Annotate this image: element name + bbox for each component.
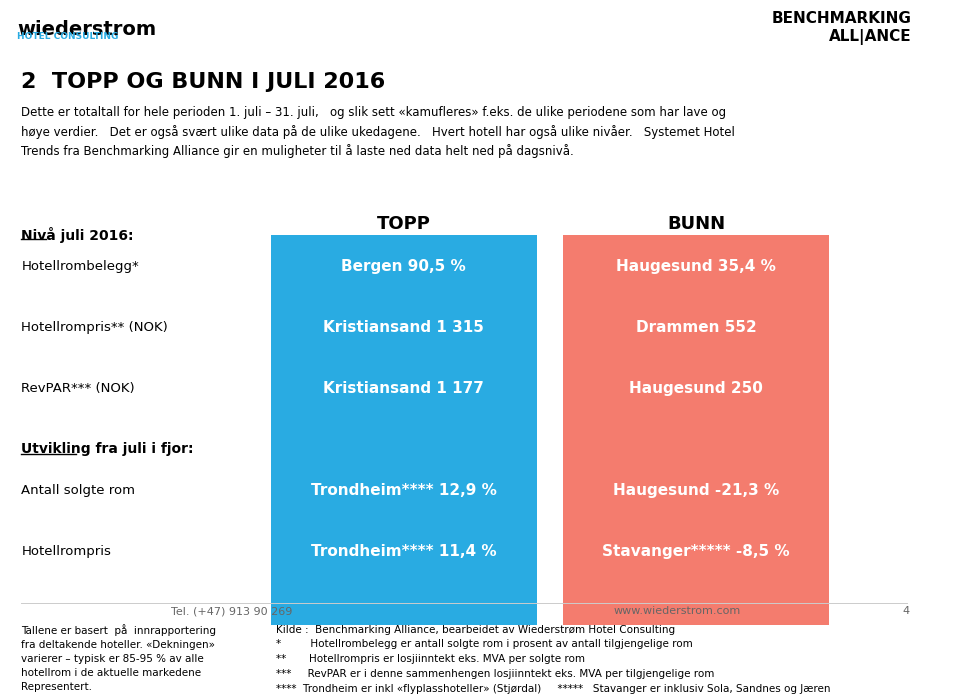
Text: Utvikling fra juli i fjor:: Utvikling fra juli i fjor: <box>21 442 194 456</box>
Text: Haugesund 250: Haugesund 250 <box>629 382 763 396</box>
Text: BENCHMARKING
ALL|ANCE: BENCHMARKING ALL|ANCE <box>771 11 911 45</box>
Text: Tallene er basert  på  innrapportering
fra deltakende hoteller. «Dekningen»
vari: Tallene er basert på innrapportering fra… <box>21 625 216 693</box>
FancyBboxPatch shape <box>271 235 537 625</box>
Text: Trondheim**** 12,9 %: Trondheim**** 12,9 % <box>311 482 496 498</box>
Text: www.wiederstrom.com: www.wiederstrom.com <box>613 607 741 616</box>
Text: Tel. (+47) 913 90 269: Tel. (+47) 913 90 269 <box>172 607 293 616</box>
Text: Kristiansand 1 177: Kristiansand 1 177 <box>324 382 484 396</box>
Text: Drammen 552: Drammen 552 <box>636 320 756 335</box>
Text: RevPAR*** (NOK): RevPAR*** (NOK) <box>21 382 135 396</box>
Text: Stavanger***** -8,5 %: Stavanger***** -8,5 % <box>602 544 790 559</box>
Text: BUNN: BUNN <box>667 215 725 232</box>
Text: Hotellrompris: Hotellrompris <box>21 545 111 558</box>
Text: wiederstrom: wiederstrom <box>17 20 156 39</box>
Text: Kristiansand 1 315: Kristiansand 1 315 <box>324 320 484 335</box>
Text: Hotellrompris** (NOK): Hotellrompris** (NOK) <box>21 321 168 334</box>
Text: 2  TOPP OG BUNN I JULI 2016: 2 TOPP OG BUNN I JULI 2016 <box>21 72 386 92</box>
Text: Antall solgte rom: Antall solgte rom <box>21 484 135 497</box>
Text: HOTEL CONSULTING: HOTEL CONSULTING <box>17 33 119 42</box>
Text: Kilde :  Benchmarking Alliance, bearbeidet av Wiederstrøm Hotel Consulting
*    : Kilde : Benchmarking Alliance, bearbeide… <box>276 625 830 694</box>
Text: Bergen 90,5 %: Bergen 90,5 % <box>342 259 467 273</box>
Text: 4: 4 <box>902 607 909 616</box>
Text: Trondheim**** 11,4 %: Trondheim**** 11,4 % <box>311 544 496 559</box>
Text: Dette er totaltall for hele perioden 1. juli – 31. juli,   og slik sett «kamufle: Dette er totaltall for hele perioden 1. … <box>21 106 735 158</box>
Text: Hotellrombelegg*: Hotellrombelegg* <box>21 260 139 273</box>
Text: Nivå juli 2016:: Nivå juli 2016: <box>21 228 133 244</box>
Text: Haugesund 35,4 %: Haugesund 35,4 % <box>616 259 776 273</box>
Text: Haugesund -21,3 %: Haugesund -21,3 % <box>612 482 780 498</box>
FancyBboxPatch shape <box>563 235 829 625</box>
Text: TOPP: TOPP <box>377 215 431 232</box>
